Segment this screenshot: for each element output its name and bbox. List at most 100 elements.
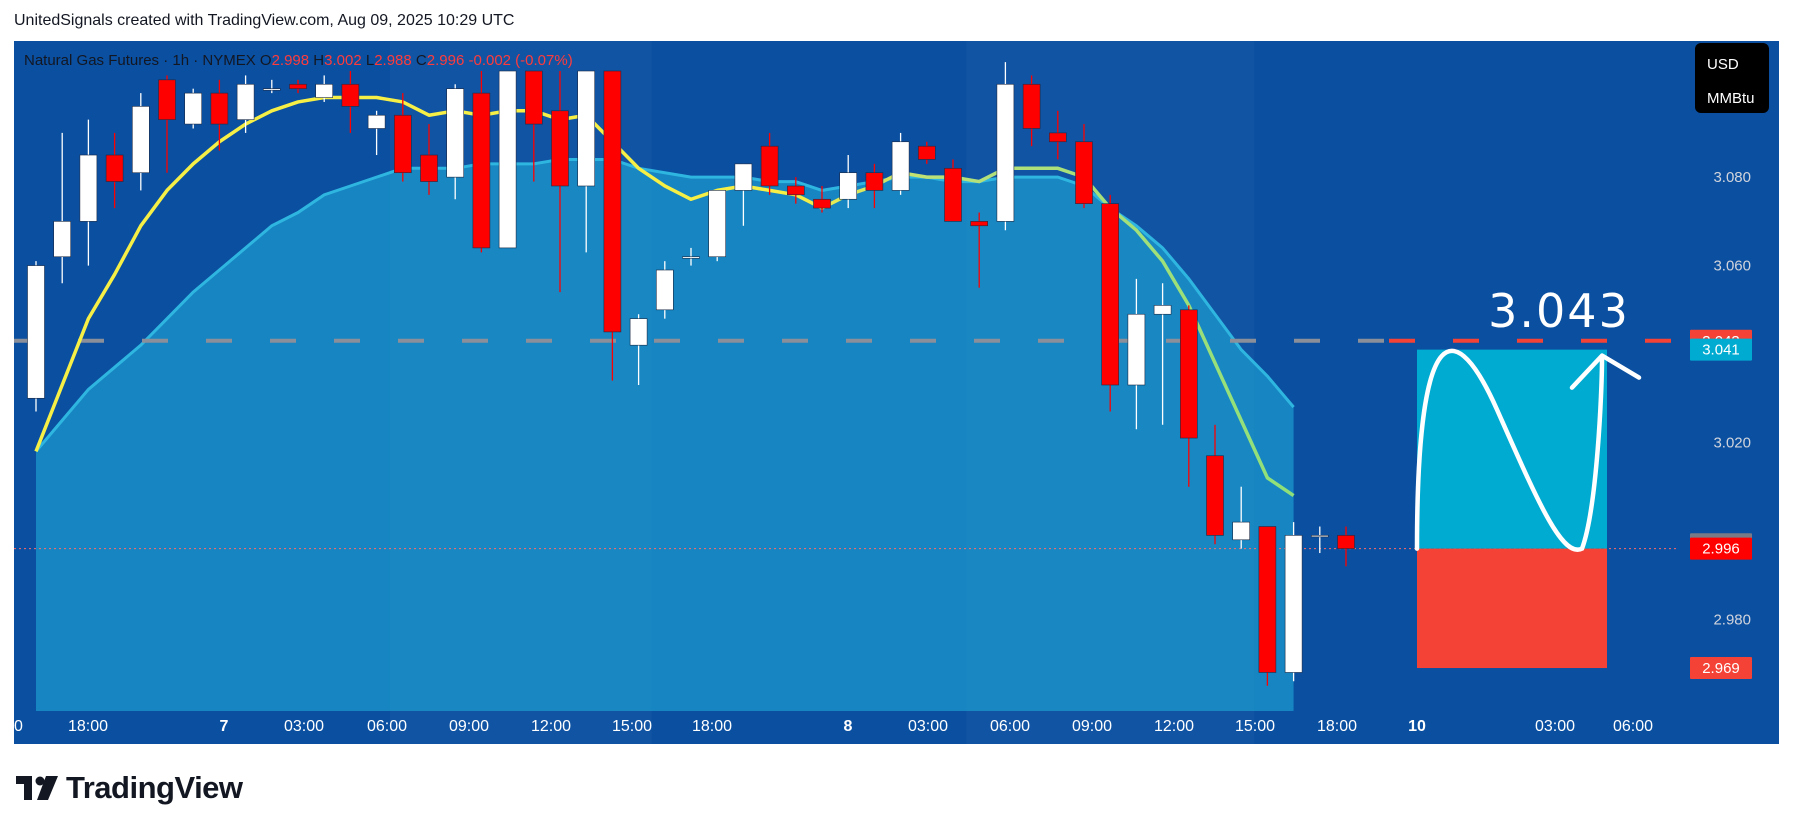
candle-body <box>944 167 962 222</box>
y-axis-tick-label: 2.980 <box>1713 611 1751 628</box>
brand: TradingView <box>16 770 243 806</box>
currency-label: USD <box>1707 56 1739 73</box>
candle <box>420 124 438 195</box>
candle-body <box>813 198 831 209</box>
candle <box>1153 283 1172 425</box>
candle-body <box>498 70 517 249</box>
candle-body <box>682 256 700 259</box>
candle <box>79 119 98 266</box>
slow-ma-area <box>36 159 1294 712</box>
candle-body <box>420 154 438 182</box>
candle <box>1022 75 1041 147</box>
candle-body <box>315 83 334 98</box>
chart-area[interactable]: 3.0433.1003.0803.0603.0202.9803.0433.041… <box>14 41 1779 744</box>
candle-body <box>734 163 753 191</box>
candle <box>393 93 412 182</box>
x-axis-tick-label: 03:00 <box>1535 718 1575 735</box>
x-axis-tick-label: 7 <box>220 718 229 735</box>
candle <box>498 70 517 249</box>
candle-body <box>263 88 281 91</box>
x-axis-tick-label: 12:00 <box>1154 718 1194 735</box>
x-axis-tick-label: 09:00 <box>449 718 489 735</box>
candle <box>105 132 124 209</box>
candle <box>1075 124 1093 209</box>
x-axis-tick-label: 06:00 <box>1613 718 1653 735</box>
ohlc-legend-part: 3.002 <box>324 52 366 69</box>
candle <box>132 93 150 191</box>
ohlc-legend-part: -0.002 (-0.07%) <box>468 52 572 69</box>
candle-body <box>158 79 176 120</box>
candle-body <box>655 269 674 311</box>
candle <box>27 261 45 412</box>
y-axis-tick-label: 3.080 <box>1713 169 1751 186</box>
candle <box>839 155 858 209</box>
candle <box>891 132 910 195</box>
candle-body <box>577 70 596 187</box>
y-axis-tick-label: 3.060 <box>1713 258 1751 275</box>
ohlc-legend-part: 2.996 <box>427 52 469 69</box>
candle <box>1049 110 1067 160</box>
x-axis-tick-label: 09:00 <box>1072 718 1112 735</box>
ohlc-legend-part: 2.988 <box>374 52 416 69</box>
x-axis-tick-label: 10 <box>1408 718 1426 735</box>
projection-path <box>1414 348 1605 552</box>
candle-body <box>236 83 255 120</box>
candle-body <box>917 145 936 160</box>
candle <box>53 132 72 284</box>
candle <box>315 75 334 102</box>
candle-body <box>996 83 1015 222</box>
candle-body <box>1127 313 1146 386</box>
price-badge: 2.969 <box>1690 657 1752 680</box>
x-axis-tick-label: 18:00 <box>68 718 108 735</box>
x-axis-tick-label: 12:00 <box>531 718 571 735</box>
unit-label: MMBtu <box>1707 90 1755 107</box>
candle <box>1206 424 1224 545</box>
candle <box>734 163 753 226</box>
candle <box>367 110 386 156</box>
candle <box>655 261 674 319</box>
candle <box>577 70 596 253</box>
ohlc-legend-part: L <box>366 52 374 69</box>
candle-body <box>1232 521 1250 541</box>
candle-body <box>1022 83 1041 129</box>
candle <box>210 79 229 151</box>
candle-body <box>472 92 491 249</box>
ohlc-legend-part: C <box>416 52 427 69</box>
x-axis-tick-label: 00 <box>14 718 23 735</box>
candle <box>813 185 831 213</box>
candle-body <box>367 114 386 129</box>
price-badge: 2.996 <box>1690 537 1752 560</box>
candle <box>158 75 176 173</box>
candle <box>524 70 543 182</box>
candle <box>446 84 465 200</box>
candle-body <box>551 110 569 187</box>
candle-body <box>341 83 360 107</box>
candle-body <box>1075 141 1093 204</box>
x-axis-tick-label: 18:00 <box>1317 718 1357 735</box>
price-badge-text: 3.041 <box>1702 342 1740 359</box>
price-badge-box <box>1690 657 1752 680</box>
candle-body <box>79 154 98 222</box>
candle <box>551 71 569 293</box>
candle <box>682 247 700 266</box>
candle-body <box>105 154 124 182</box>
candle-body <box>786 185 805 196</box>
candle <box>341 71 360 133</box>
candle-body <box>1153 305 1172 315</box>
candle-body <box>446 88 465 178</box>
candle-body <box>184 92 202 125</box>
candle-body <box>603 70 622 333</box>
candle-body <box>289 83 307 89</box>
candle <box>760 132 779 195</box>
candle <box>786 177 805 204</box>
ohlc-legend-part: H <box>313 52 324 69</box>
x-axis-tick-label: 18:00 <box>692 718 732 735</box>
price-badge-box <box>1690 338 1752 361</box>
price-chart[interactable]: 3.0433.1003.0803.0603.0202.9803.0433.041… <box>14 41 1779 744</box>
candle-body <box>1258 526 1277 673</box>
candle <box>184 88 202 129</box>
candle <box>865 163 884 209</box>
candle-body <box>524 70 543 125</box>
candle-body <box>393 114 412 174</box>
candle-body <box>53 221 72 258</box>
